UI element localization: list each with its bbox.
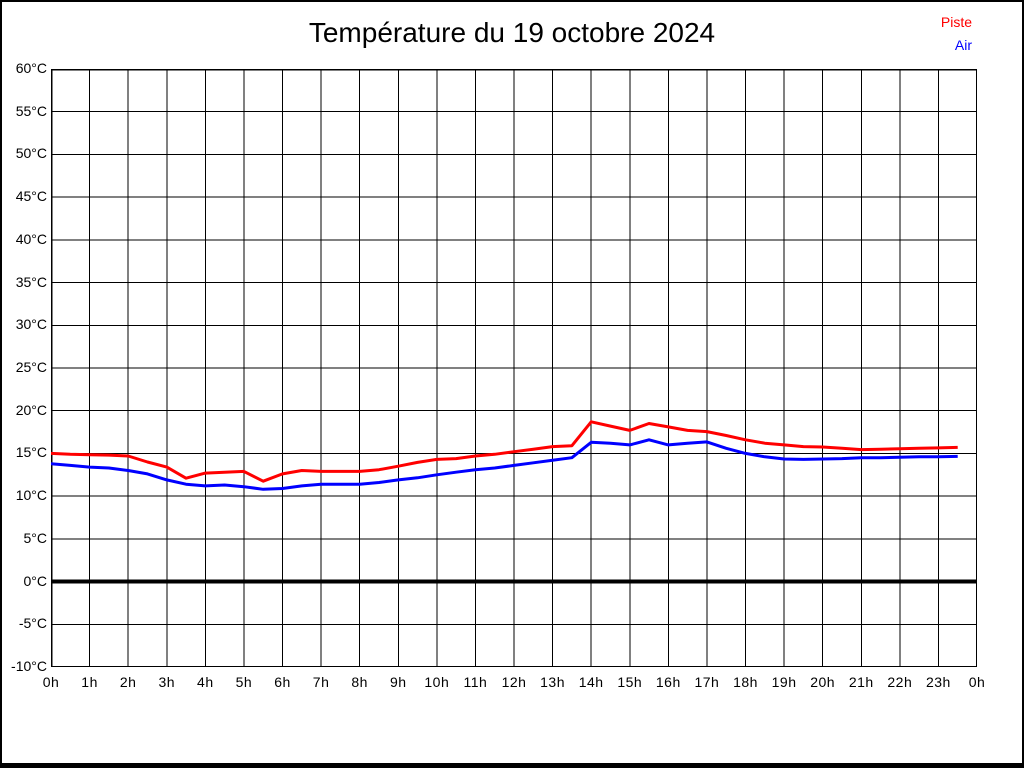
y-tick-label: -5°C bbox=[18, 615, 47, 632]
chart-title: Température du 19 octobre 2024 bbox=[308, 17, 716, 48]
y-tick-label: 25°C bbox=[15, 359, 47, 375]
x-tick-label: 13h bbox=[540, 674, 565, 690]
x-tick-label: 6h bbox=[274, 674, 291, 690]
x-tick-label: 4h bbox=[197, 674, 214, 690]
x-tick-label: 18h bbox=[733, 674, 758, 690]
plot-border bbox=[51, 69, 977, 667]
x-tick-label: 23h bbox=[925, 674, 951, 690]
x-tick-label: 10h bbox=[424, 674, 450, 690]
air-line bbox=[51, 438, 958, 491]
x-tick-label: 5h bbox=[235, 674, 253, 690]
x-tick-label: 19h bbox=[771, 674, 797, 690]
x-tick-label: 0h bbox=[968, 674, 986, 690]
x-tick-label: 2h bbox=[119, 674, 137, 690]
plot-area bbox=[51, 69, 977, 667]
x-tick-label: 21h bbox=[848, 674, 874, 690]
y-tick-label: 10°C bbox=[15, 487, 47, 504]
x-tick-label: 9h bbox=[389, 674, 407, 690]
x-tick-label: 16h bbox=[655, 674, 681, 690]
piste-line bbox=[51, 420, 958, 483]
x-tick-label: 7h bbox=[312, 674, 330, 690]
y-tick-label: 45°C bbox=[15, 188, 47, 205]
y-tick-label: 60°C bbox=[15, 60, 47, 76]
x-tick-label: 1h bbox=[81, 674, 98, 690]
y-tick-label: 40°C bbox=[15, 230, 47, 247]
legend: Piste Air bbox=[941, 11, 972, 57]
y-tick-label: 35°C bbox=[15, 273, 47, 290]
y-tick-label: 30°C bbox=[15, 316, 47, 333]
y-tick-label: 0°C bbox=[23, 572, 48, 589]
y-tick-label: 15°C bbox=[15, 444, 47, 461]
x-tick-label: 22h bbox=[887, 674, 913, 690]
y-tick-label: -10°C bbox=[11, 658, 47, 674]
grid-lines bbox=[51, 69, 977, 667]
x-tick-label: 0h bbox=[42, 674, 60, 690]
x-tick-label: 14h bbox=[578, 674, 604, 690]
x-tick-label: 3h bbox=[158, 674, 176, 690]
x-tick-label: 20h bbox=[810, 674, 836, 690]
x-tick-label: 15h bbox=[617, 674, 643, 690]
legend-item-piste: Piste bbox=[940, 14, 972, 30]
x-tick-label: 11h bbox=[463, 674, 488, 690]
legend-item-air: Air bbox=[954, 37, 972, 53]
x-tick-label: 8h bbox=[351, 674, 368, 690]
y-tick-label: 20°C bbox=[15, 401, 47, 418]
x-tick-label: 17h bbox=[694, 674, 720, 690]
y-tick-label: 5°C bbox=[23, 529, 48, 546]
y-tick-label: 50°C bbox=[15, 145, 47, 162]
y-tick-label: 55°C bbox=[15, 102, 47, 119]
x-tick-label: 12h bbox=[501, 674, 527, 690]
